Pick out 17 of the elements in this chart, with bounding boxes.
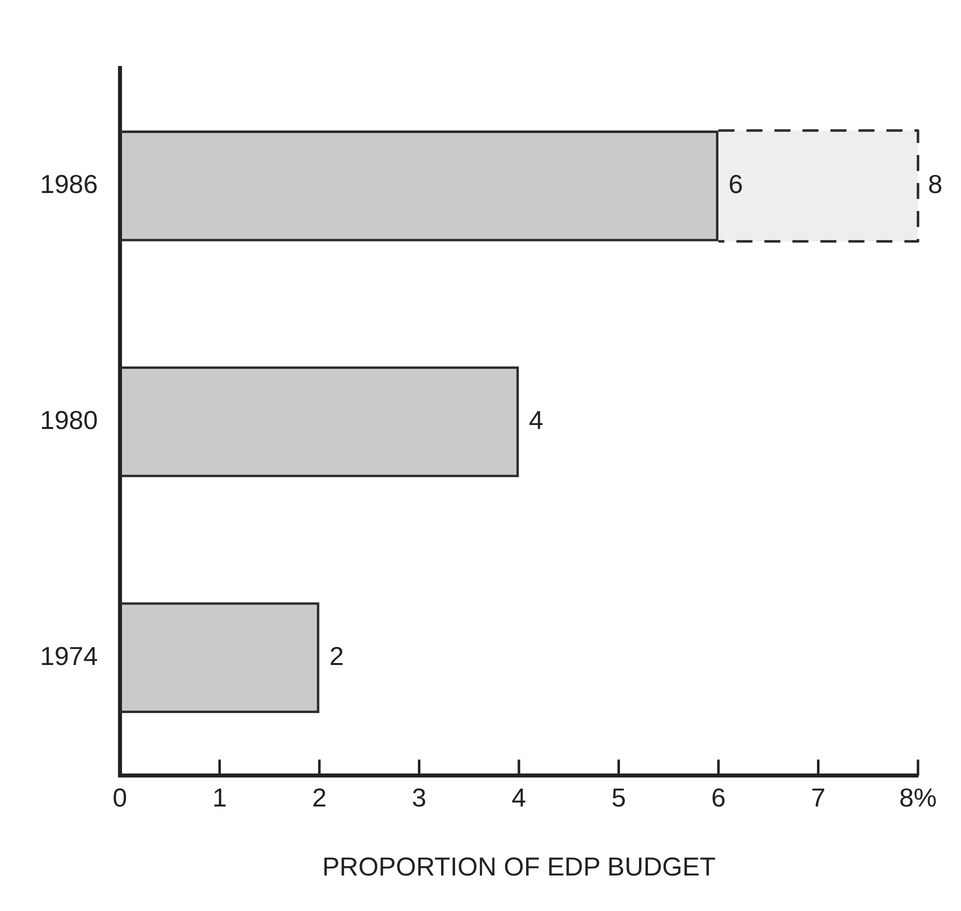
y-tick-label: 1980 (40, 404, 98, 435)
x-tick-label: 2 (312, 782, 327, 812)
data-label: 4 (528, 404, 544, 435)
x-tick-label: 8% (899, 782, 937, 812)
y-tick-label: 1974 (40, 640, 98, 671)
y-tick-label: 1986 (40, 169, 98, 200)
x-axis-title: PROPORTION OF EDP BUDGET (322, 852, 716, 882)
x-tick-label: 4 (512, 782, 526, 812)
x-tick-label: 0 (112, 782, 128, 812)
x-tick-label: 7 (810, 782, 826, 812)
data-label: 6 (728, 169, 743, 200)
x-tick-label: 6 (711, 782, 726, 812)
x-tick-label: 5 (611, 782, 626, 812)
x-tick-label: 1 (212, 782, 227, 812)
data-label: 2 (329, 640, 344, 671)
x-tick-label: 3 (412, 782, 426, 812)
total-label: 8 (928, 169, 942, 200)
